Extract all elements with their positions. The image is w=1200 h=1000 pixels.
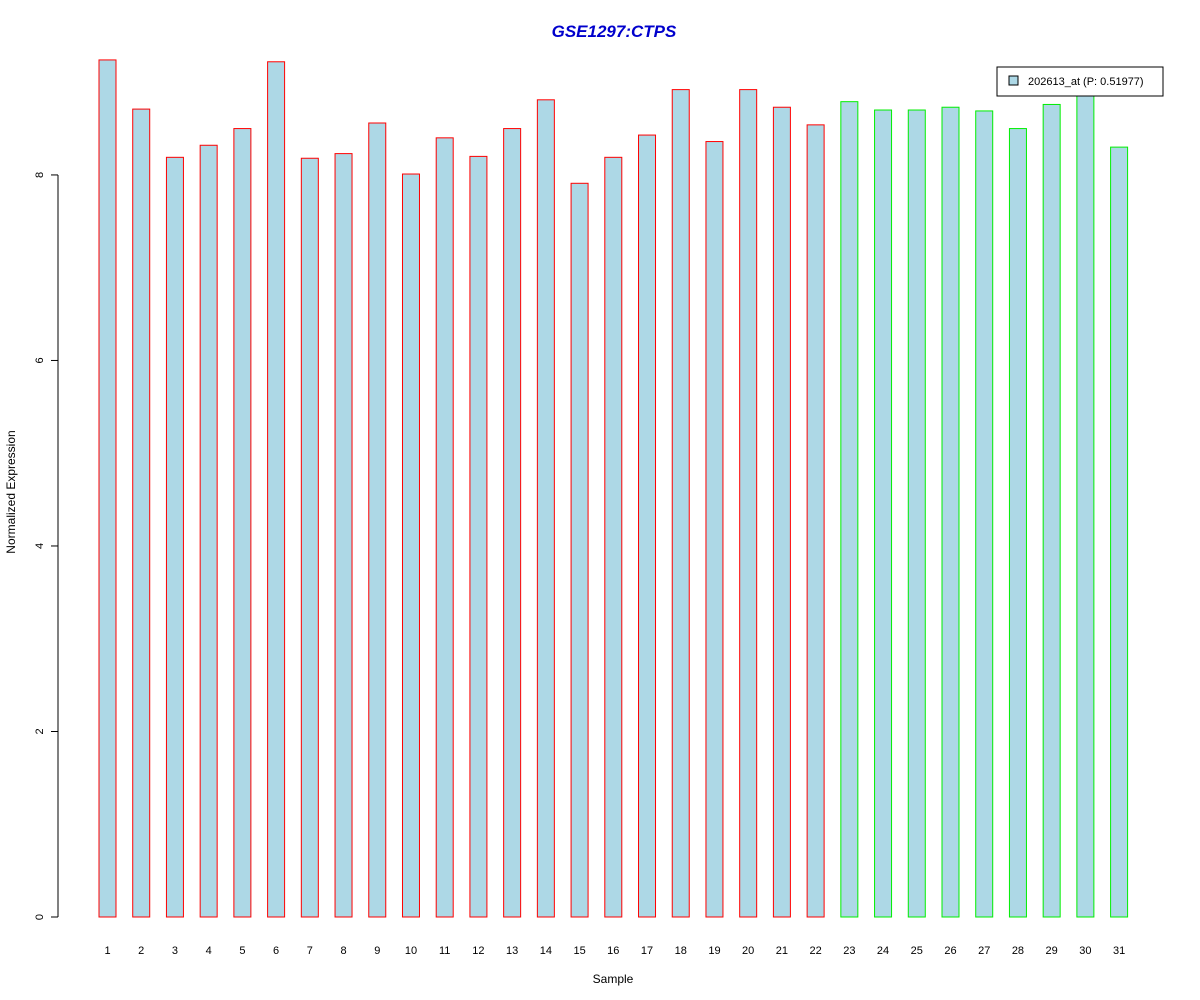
x-tick-label: 3 [172,945,178,957]
x-tick-label: 19 [708,945,720,957]
bar-sample-6 [267,61,286,918]
bar-sample-26 [941,106,960,918]
x-tick-label: 13 [506,945,518,957]
x-tick-label: 14 [540,945,552,957]
bar-sample-9 [368,122,387,918]
legend-box [996,66,1164,97]
x-tick-label: 10 [405,945,417,957]
x-tick-label: 9 [374,945,380,957]
bars-group [98,59,1129,918]
x-tick-label: 29 [1046,945,1058,957]
x-tick-label: 23 [843,945,855,957]
bar-sample-27 [975,110,994,918]
x-tick-label: 22 [809,945,821,957]
x-axis-title: Sample [593,972,634,986]
bar-sample-4 [199,144,218,918]
chart-title: GSE1297:CTPS [552,22,677,41]
x-tick-label: 4 [206,945,212,957]
bar-sample-2 [132,108,151,918]
bar-sample-16 [604,156,623,918]
y-tick-label: 8 [34,172,46,178]
x-tick-label: 1 [104,945,110,957]
x-axis: 1 2 3 4 5 6 7 8 9 10 11 12 13 14 15 16 17 18 19 20 21 22 23 24 2… [104,945,1125,957]
x-tick-label: 28 [1012,945,1024,957]
x-tick-label: 2 [138,945,144,957]
bar-sample-28 [1008,128,1027,918]
bar-sample-21 [772,106,791,918]
bar-sample-23 [840,101,859,918]
x-tick-label: 12 [472,945,484,957]
bar-sample-17 [638,134,657,918]
bar-sample-25 [907,109,926,918]
x-tick-label: 17 [641,945,653,957]
x-tick-label: 18 [675,945,687,957]
x-tick-label: 5 [239,945,245,957]
bar-sample-20 [739,89,758,918]
x-tick-label: 24 [877,945,889,957]
bar-sample-31 [1110,146,1129,918]
y-tick-label: 0 [34,914,46,920]
y-tick-label: 4 [34,543,46,549]
x-tick-label: 31 [1113,945,1125,957]
y-axis-title: Normalized Expression [4,430,18,553]
x-tick-label: 6 [273,945,279,957]
x-tick-label: 8 [340,945,346,957]
y-tick-label: 2 [34,728,46,734]
bar-sample-19 [705,141,724,918]
bar-sample-30 [1076,91,1095,918]
bar-sample-24 [874,109,893,918]
bar-sample-5 [233,128,252,918]
x-tick-label: 25 [911,945,923,957]
bar-sample-10 [401,173,420,918]
y-tick-label: 6 [34,357,46,363]
bar-sample-13 [503,128,522,918]
x-tick-label: 7 [307,945,313,957]
bar-sample-22 [806,124,825,918]
legend-swatch [1008,75,1019,86]
bar-sample-29 [1042,103,1061,918]
y-axis: 0 2 4 6 8 [34,172,59,920]
bar-sample-14 [536,99,555,918]
bar-sample-15 [570,182,589,918]
x-tick-label: 20 [742,945,754,957]
bar-sample-18 [671,89,690,918]
legend: 202613_at (P: 0.51977) [996,66,1164,97]
legend-label: 202613_at (P: 0.51977) [1028,76,1144,88]
bar-sample-11 [435,137,454,918]
bar-sample-8 [334,153,353,918]
bar-sample-12 [469,155,488,918]
x-tick-label: 11 [439,945,450,957]
x-tick-label: 21 [776,945,788,957]
bar-sample-3 [165,156,184,918]
x-tick-label: 15 [573,945,585,957]
bar-sample-1 [98,59,117,918]
x-tick-label: 26 [944,945,956,957]
bar-sample-7 [300,157,319,918]
x-tick-label: 30 [1079,945,1091,957]
x-tick-label: 27 [978,945,990,957]
x-tick-label: 16 [607,945,619,957]
